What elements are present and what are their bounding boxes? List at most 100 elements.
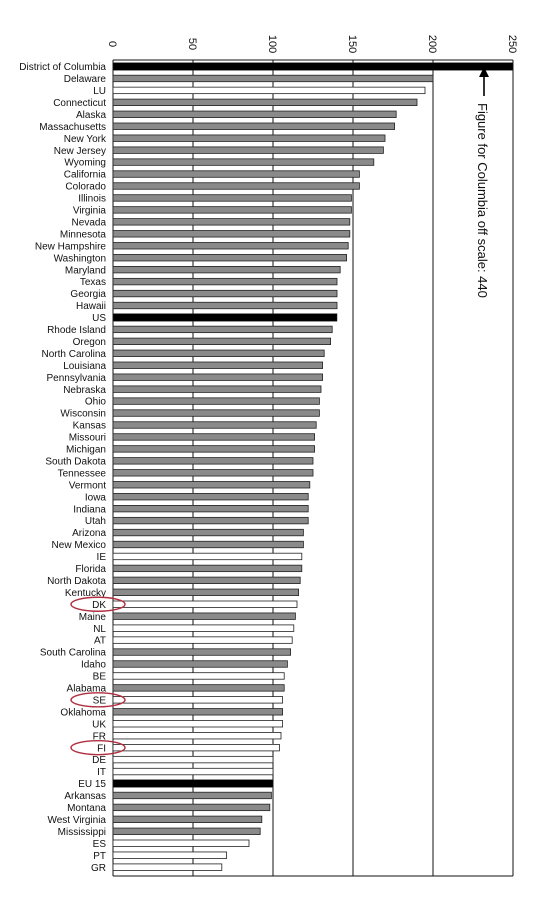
- category-label-connecticut: Connecticut: [53, 98, 106, 109]
- category-label-hawaii: Hawaii: [76, 301, 106, 312]
- bar-minnesota: [112, 230, 351, 238]
- highlight-ring-se: [70, 692, 126, 708]
- bar-eu-15: [112, 779, 274, 788]
- bar-ohio: [112, 397, 320, 405]
- bar-ie: [112, 552, 303, 561]
- category-label-maine: Maine: [79, 612, 107, 623]
- category-label-kansas: Kansas: [73, 421, 106, 432]
- category-label-be: BE: [93, 672, 107, 683]
- bar-be: [112, 672, 285, 680]
- category-label-iowa: Iowa: [85, 492, 107, 503]
- bar-west-virginia: [112, 815, 263, 823]
- category-label-new-mexico: New Mexico: [52, 540, 107, 551]
- bar-gr: [112, 863, 223, 871]
- bar-us: [112, 313, 338, 322]
- category-label-ohio: Ohio: [85, 397, 107, 408]
- category-label-florida: Florida: [75, 564, 106, 575]
- bar-georgia: [112, 289, 338, 298]
- bar-arkansas: [112, 791, 272, 800]
- category-label-rhode-island: Rhode Island: [47, 325, 106, 336]
- bar-texas: [112, 277, 338, 286]
- bar-pt: [112, 851, 227, 859]
- bar-maine: [112, 612, 296, 620]
- bar-tennessee: [112, 469, 314, 477]
- bar-illinois: [112, 194, 352, 202]
- category-label-nevada: Nevada: [72, 217, 107, 228]
- category-label-indiana: Indiana: [73, 504, 106, 515]
- x-tick-label-0: 0: [106, 41, 118, 47]
- bar-iowa: [112, 493, 309, 501]
- category-label-oklahoma: Oklahoma: [60, 707, 106, 718]
- off-scale-arrow-head: [479, 67, 489, 77]
- bar-nl: [112, 624, 295, 632]
- bar-colorado: [112, 182, 360, 190]
- bar-south-dakota: [112, 457, 314, 465]
- bar-district-of-columbia: [112, 62, 514, 71]
- bar-rhode-island: [112, 325, 333, 334]
- off-scale-annotation: Figure for Columbia off scale: 440: [475, 103, 490, 298]
- category-label-new-york: New York: [64, 134, 107, 145]
- bar-es: [112, 839, 250, 847]
- bar-south-carolina: [112, 648, 292, 656]
- bar-se: [112, 696, 284, 704]
- x-tick-label-150: 150: [346, 35, 358, 53]
- category-label-de: DE: [92, 755, 106, 766]
- bar-nevada: [112, 218, 351, 226]
- category-label-new-hampshire: New Hampshire: [35, 241, 107, 252]
- bar-at: [112, 636, 293, 644]
- bar-arizona: [112, 528, 304, 537]
- category-label-es: ES: [93, 839, 107, 850]
- category-label-colorado: Colorado: [65, 182, 106, 193]
- category-label-minnesota: Minnesota: [60, 229, 107, 240]
- category-label-oregon: Oregon: [73, 337, 106, 348]
- bar-new-york: [112, 134, 386, 142]
- bar-fr: [112, 732, 282, 740]
- category-label-arizona: Arizona: [72, 528, 106, 539]
- bar-oregon: [112, 337, 332, 346]
- bar-kansas: [112, 421, 317, 429]
- category-label-texas: Texas: [80, 277, 106, 288]
- bar-michigan: [112, 445, 316, 453]
- category-label-washington: Washington: [54, 253, 106, 264]
- bar-vermont: [112, 481, 311, 489]
- category-label-nebraska: Nebraska: [63, 385, 106, 396]
- category-label-dk: DK: [92, 600, 106, 611]
- bar-kentucky: [112, 588, 300, 596]
- bar-washington: [112, 254, 348, 262]
- category-label-us: US: [92, 313, 106, 324]
- x-tick-label-200: 200: [426, 35, 438, 53]
- highlight-ring-dk: [70, 596, 126, 612]
- bar-wyoming: [112, 158, 375, 166]
- category-label-south-carolina: South Carolina: [40, 648, 107, 659]
- bar-massachusetts: [112, 122, 396, 130]
- category-label-new-jersey: New Jersey: [54, 146, 106, 157]
- bar-indiana: [112, 504, 309, 513]
- category-label-ie: IE: [97, 552, 107, 563]
- x-tick-label-250: 250: [506, 35, 518, 53]
- bar-florida: [112, 564, 303, 573]
- category-label-kentucky: Kentucky: [65, 588, 106, 599]
- category-label-arkansas: Arkansas: [64, 791, 106, 802]
- category-label-district-of-columbia: District of Columbia: [19, 62, 106, 73]
- bar-oklahoma: [112, 708, 284, 716]
- category-label-michigan: Michigan: [66, 445, 106, 456]
- category-label-tennessee: Tennessee: [58, 468, 107, 479]
- category-label-utah: Utah: [85, 516, 106, 527]
- category-label-illinois: Illinois: [78, 194, 106, 205]
- category-label-uk: UK: [92, 719, 106, 730]
- category-label-pt: PT: [93, 851, 106, 862]
- x-tick-label-50: 50: [186, 38, 198, 50]
- category-label-wyoming: Wyoming: [64, 158, 106, 169]
- category-label-wisconsin: Wisconsin: [60, 409, 106, 420]
- bar-pennsylvania: [112, 373, 324, 381]
- bar-de: [112, 755, 274, 764]
- bar-connecticut: [112, 98, 418, 106]
- category-label-gr: GR: [91, 863, 106, 874]
- category-label-it: IT: [97, 767, 106, 778]
- bar-california: [112, 170, 360, 178]
- bar-delaware: [112, 74, 434, 83]
- bar-montana: [112, 803, 271, 812]
- bar-new-hampshire: [112, 242, 349, 250]
- category-label-missouri: Missouri: [69, 433, 106, 444]
